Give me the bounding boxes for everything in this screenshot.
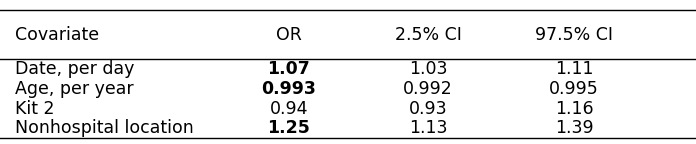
- Text: 1.11: 1.11: [555, 60, 594, 78]
- Text: 0.93: 0.93: [409, 100, 448, 118]
- Text: Kit 2: Kit 2: [15, 100, 55, 118]
- Text: OR: OR: [276, 26, 302, 44]
- Text: 1.07: 1.07: [267, 60, 310, 78]
- Text: 97.5% CI: 97.5% CI: [535, 26, 613, 44]
- Text: 0.992: 0.992: [403, 80, 453, 98]
- Text: Covariate: Covariate: [15, 26, 100, 44]
- Text: 0.94: 0.94: [269, 100, 308, 118]
- Text: Age, per year: Age, per year: [15, 80, 134, 98]
- Text: 1.25: 1.25: [267, 119, 310, 137]
- Text: 1.13: 1.13: [409, 119, 448, 137]
- Text: 1.16: 1.16: [555, 100, 594, 118]
- Text: 0.993: 0.993: [262, 80, 316, 98]
- Text: 1.39: 1.39: [555, 119, 594, 137]
- Text: 1.03: 1.03: [409, 60, 448, 78]
- Text: 0.995: 0.995: [549, 80, 599, 98]
- Text: Date, per day: Date, per day: [15, 60, 135, 78]
- Text: 2.5% CI: 2.5% CI: [395, 26, 461, 44]
- Text: Nonhospital location: Nonhospital location: [15, 119, 194, 137]
